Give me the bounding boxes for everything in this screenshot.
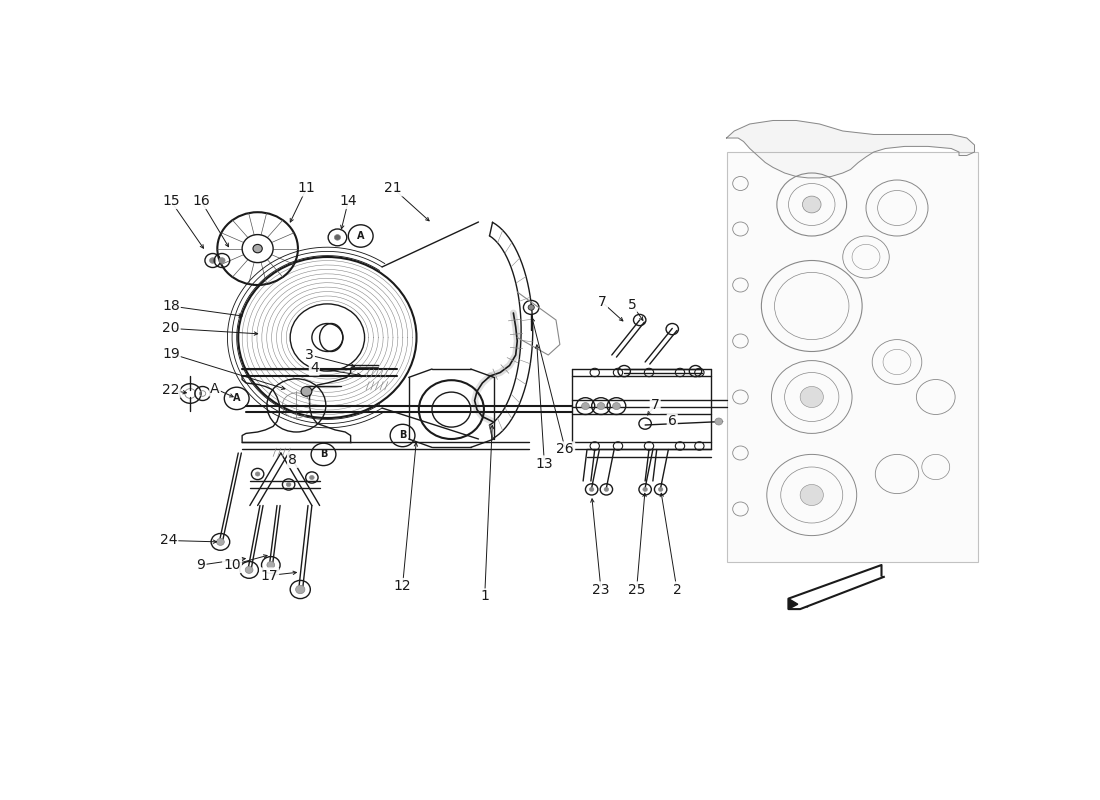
Text: 20: 20	[162, 322, 179, 335]
Text: 1: 1	[481, 590, 490, 603]
Circle shape	[604, 487, 608, 491]
Text: A: A	[210, 382, 220, 395]
Text: 23: 23	[592, 582, 609, 597]
Circle shape	[590, 487, 594, 491]
Circle shape	[210, 258, 216, 263]
Circle shape	[658, 487, 663, 491]
Text: 9: 9	[197, 558, 206, 572]
Text: 7: 7	[651, 398, 660, 413]
Circle shape	[800, 485, 824, 506]
Text: 21: 21	[384, 182, 403, 195]
Text: 14: 14	[340, 194, 358, 208]
Text: 16: 16	[192, 194, 210, 208]
Text: A: A	[233, 394, 241, 403]
Text: 13: 13	[536, 457, 553, 470]
Circle shape	[715, 418, 723, 425]
Text: 26: 26	[557, 442, 574, 457]
Text: 3: 3	[305, 348, 314, 362]
Text: 17: 17	[261, 569, 278, 582]
Text: 7: 7	[598, 295, 607, 310]
Text: 5: 5	[628, 298, 636, 311]
Text: 10: 10	[223, 558, 241, 572]
Circle shape	[800, 386, 824, 407]
Text: B: B	[399, 430, 406, 441]
Circle shape	[217, 538, 224, 546]
Circle shape	[286, 482, 292, 486]
Circle shape	[255, 472, 260, 476]
Text: 18: 18	[162, 299, 179, 313]
Circle shape	[296, 586, 305, 594]
Circle shape	[301, 386, 312, 396]
Text: A: A	[356, 231, 364, 241]
Text: 25: 25	[628, 582, 646, 597]
Text: 4: 4	[310, 361, 319, 374]
Circle shape	[597, 402, 605, 410]
Circle shape	[582, 402, 590, 410]
Text: 22: 22	[162, 383, 179, 397]
Text: 2: 2	[672, 582, 681, 597]
Circle shape	[334, 234, 341, 240]
Polygon shape	[726, 121, 975, 178]
Circle shape	[528, 305, 535, 310]
Circle shape	[253, 244, 262, 253]
Circle shape	[219, 258, 225, 263]
Circle shape	[642, 487, 648, 491]
Polygon shape	[789, 565, 883, 609]
Text: 19: 19	[162, 346, 179, 361]
Text: 6: 6	[668, 414, 676, 429]
Text: 11: 11	[298, 182, 316, 195]
Text: 12: 12	[394, 579, 411, 593]
Text: B: B	[320, 450, 327, 459]
Text: 15: 15	[162, 194, 179, 208]
Circle shape	[309, 475, 315, 479]
Circle shape	[803, 196, 821, 213]
Polygon shape	[789, 598, 797, 609]
Text: 8: 8	[288, 453, 297, 467]
Circle shape	[245, 566, 253, 574]
Bar	[726, 152, 978, 562]
Circle shape	[613, 402, 620, 410]
Circle shape	[267, 562, 275, 569]
Text: 24: 24	[160, 534, 177, 547]
